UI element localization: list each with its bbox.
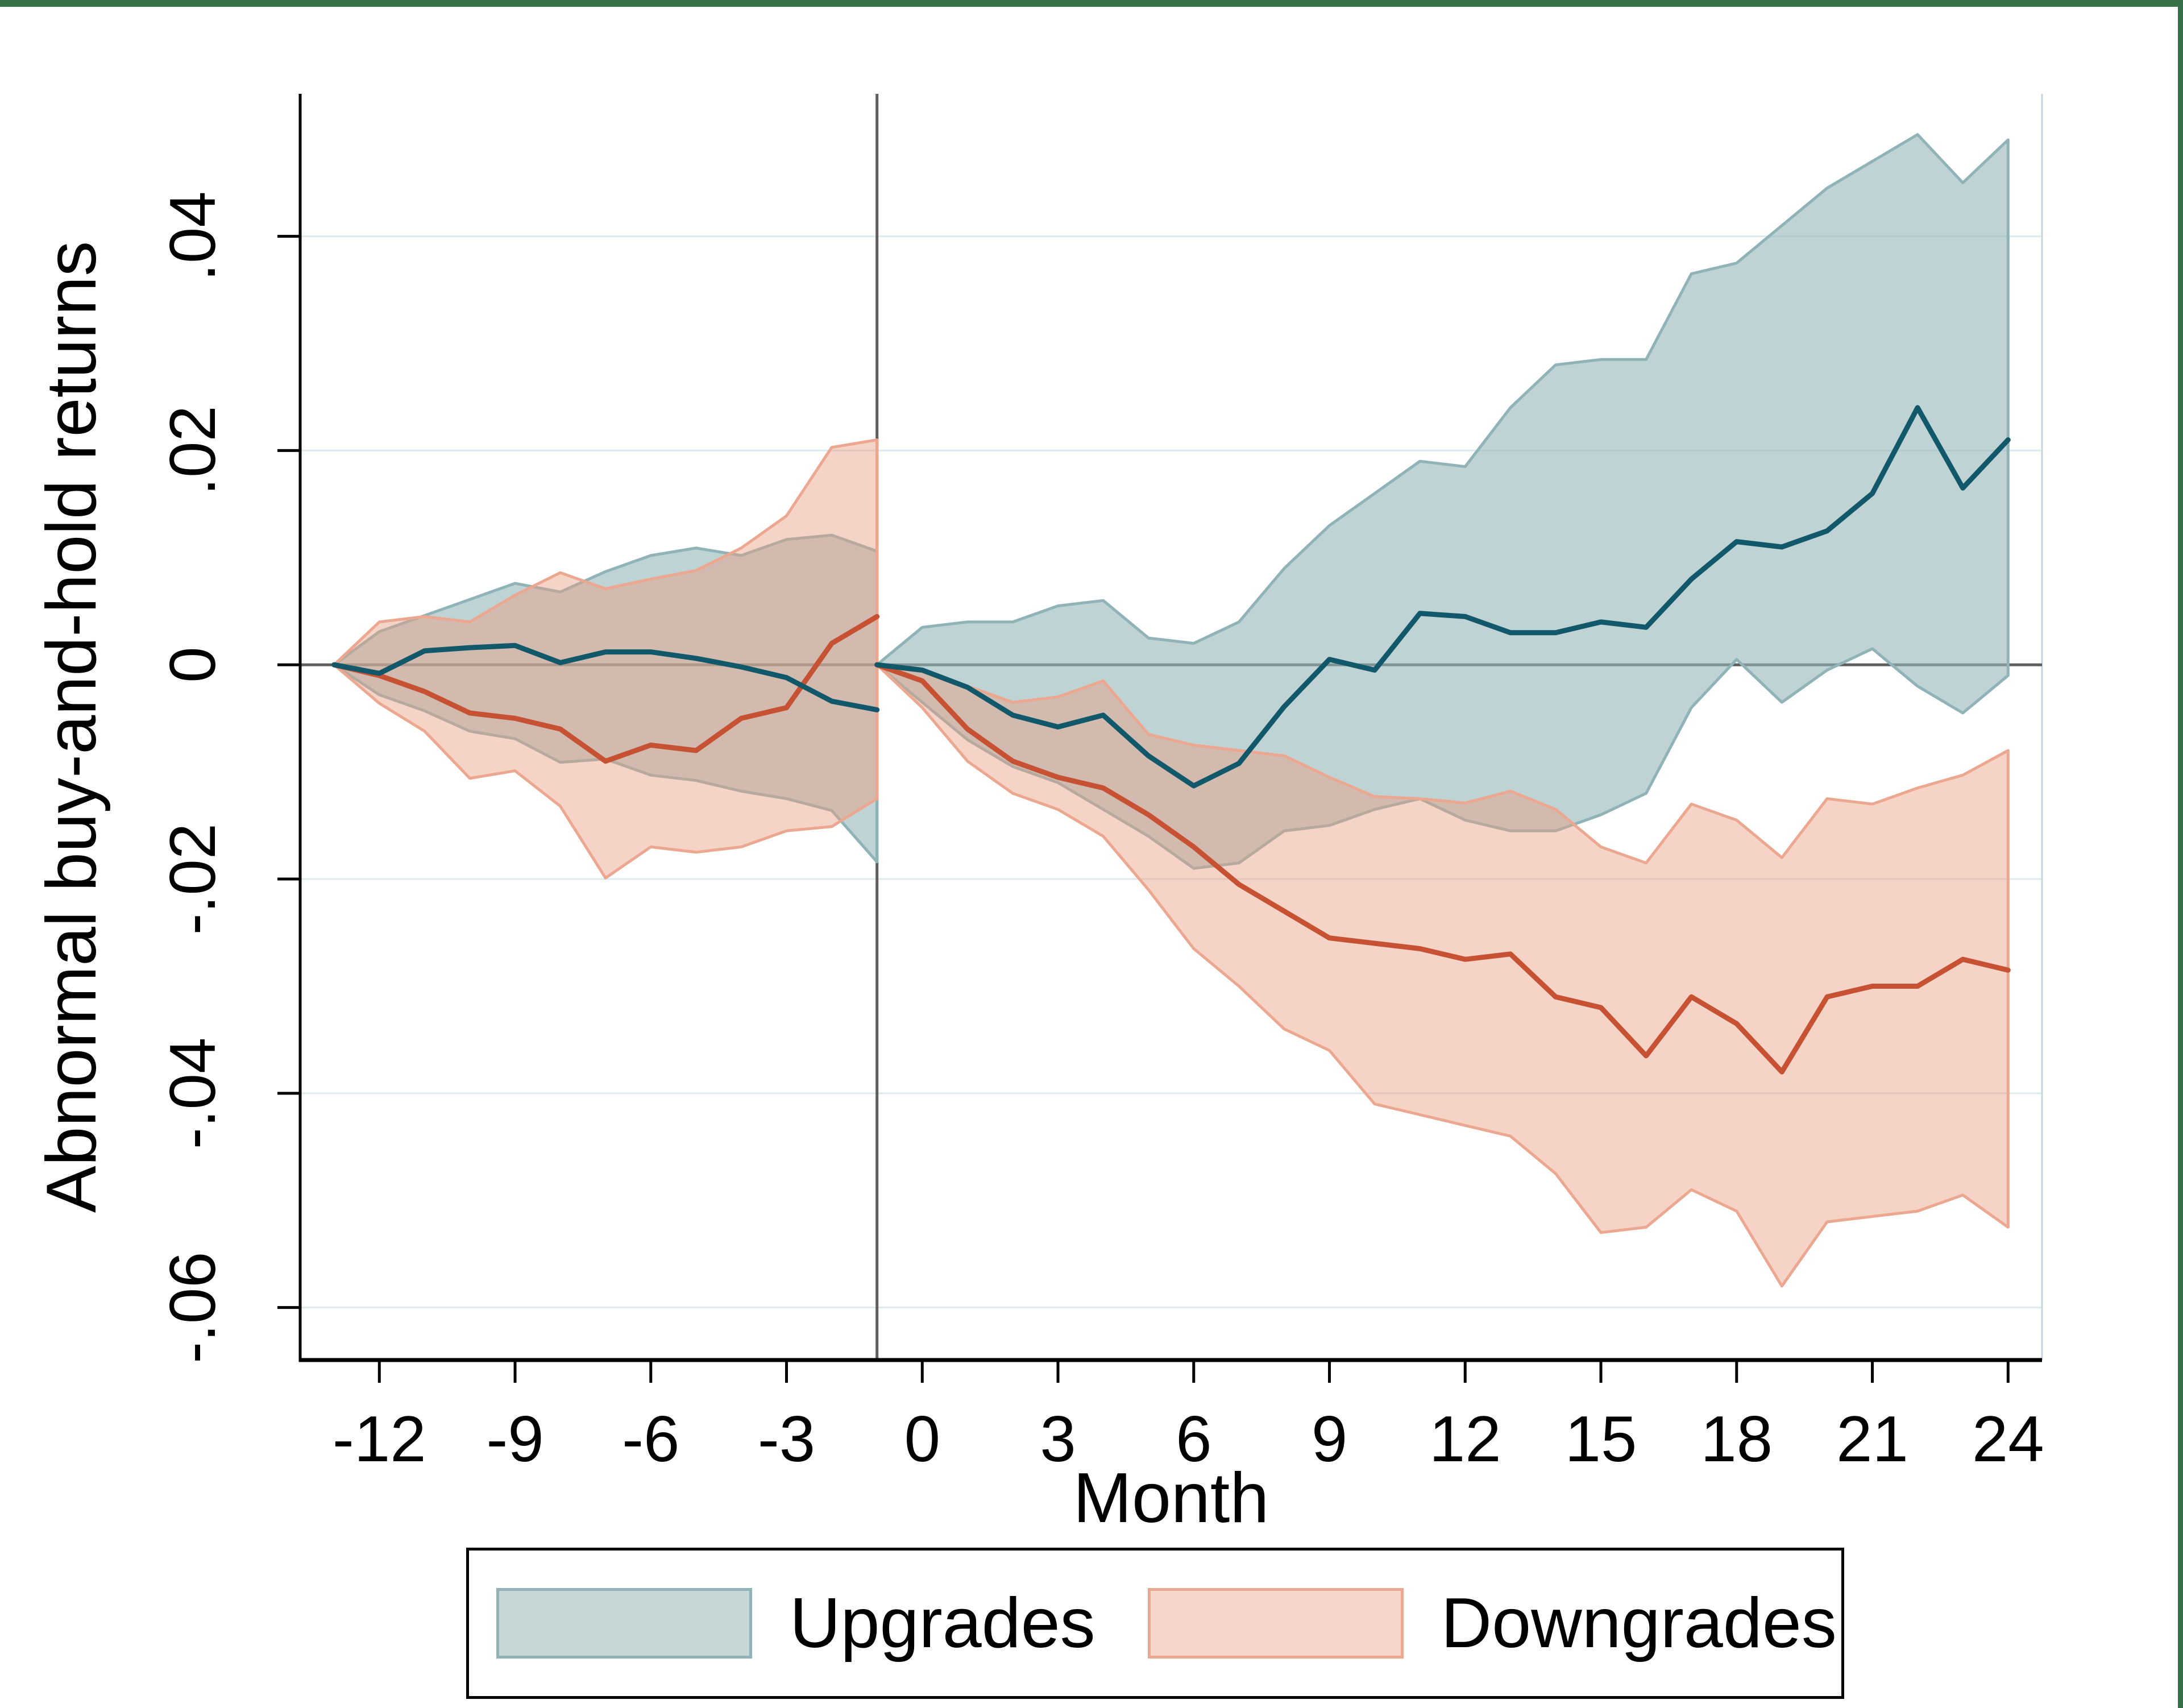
x-tick-label: 9 bbox=[1312, 1403, 1347, 1475]
downgrades-ci-band bbox=[333, 438, 879, 880]
x-tick-label: 0 bbox=[904, 1403, 940, 1475]
x-tick-label: 24 bbox=[1972, 1403, 2044, 1475]
green-border-top bbox=[0, 0, 2183, 7]
legend-label-downgrades: Downgrades bbox=[1441, 1584, 1837, 1663]
y-tick-label: -.04 bbox=[157, 1038, 229, 1149]
x-axis-title: Month bbox=[1073, 1459, 1269, 1537]
green-border-right bbox=[2178, 0, 2183, 1708]
x-tick-label: 15 bbox=[1565, 1403, 1637, 1475]
upgrades-mean-line bbox=[874, 405, 2011, 789]
legend-item-upgrades: Upgrades bbox=[496, 1583, 1095, 1664]
y-axis-title: Abnormal buy-and-hold returns bbox=[32, 241, 111, 1213]
upgrades-mean-line bbox=[331, 642, 880, 712]
y-tick-label: .04 bbox=[157, 191, 229, 281]
x-tick-label: -12 bbox=[333, 1403, 426, 1475]
x-tick-label: -3 bbox=[758, 1403, 815, 1475]
y-tick-label: -.06 bbox=[157, 1251, 229, 1363]
y-tick-label: -.02 bbox=[157, 823, 229, 935]
x-tick-label: 21 bbox=[1836, 1403, 1908, 1475]
downgrades-swatch bbox=[1147, 1588, 1404, 1659]
x-tick-label: 18 bbox=[1700, 1403, 1773, 1475]
legend-label-upgrades: Upgrades bbox=[790, 1584, 1095, 1663]
y-tick-label: 0 bbox=[157, 647, 229, 683]
upgrades-ci-band bbox=[875, 133, 2010, 870]
upgrades-swatch bbox=[496, 1588, 752, 1659]
downgrades-mean-line bbox=[331, 613, 880, 764]
x-tick-label: 12 bbox=[1429, 1403, 1501, 1475]
downgrades-mean-line bbox=[874, 662, 2011, 1075]
x-tick-label: 6 bbox=[1176, 1403, 1211, 1475]
x-tick-label: -6 bbox=[622, 1403, 679, 1475]
y-tick-label: .02 bbox=[157, 405, 229, 495]
legend: Upgrades Downgrades bbox=[466, 1548, 1844, 1699]
x-tick-label: -9 bbox=[486, 1403, 543, 1475]
x-tick-label: 3 bbox=[1040, 1403, 1076, 1475]
legend-item-downgrades: Downgrades bbox=[1147, 1583, 1837, 1664]
